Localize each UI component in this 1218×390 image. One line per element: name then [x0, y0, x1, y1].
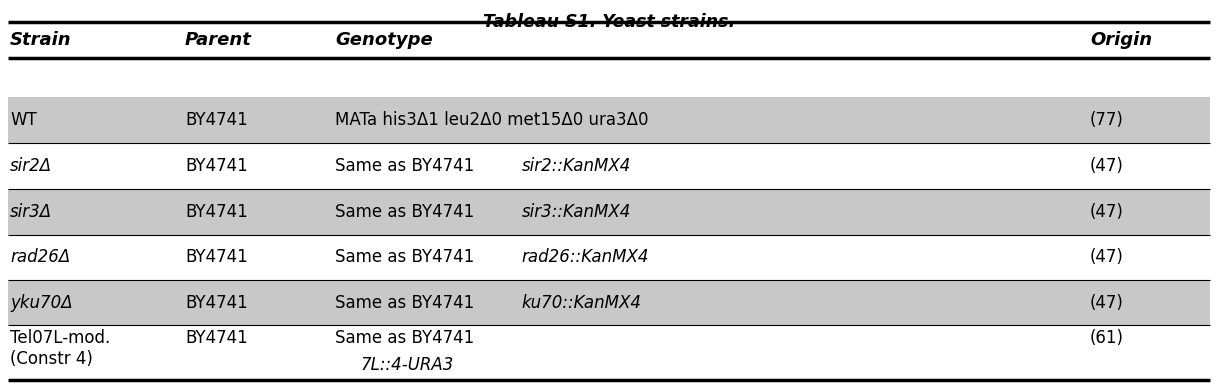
Text: rad26Δ: rad26Δ [10, 248, 71, 266]
Text: Same as BY4741: Same as BY4741 [335, 203, 480, 221]
Text: BY4741: BY4741 [185, 203, 247, 221]
Text: yku70Δ: yku70Δ [10, 294, 73, 312]
Text: (47): (47) [1090, 157, 1124, 175]
Text: BY4741: BY4741 [185, 248, 247, 266]
Text: Genotype: Genotype [335, 31, 432, 49]
Text: WT: WT [10, 111, 37, 129]
Text: ku70::KanMX4: ku70::KanMX4 [521, 294, 642, 312]
Text: Tableau S1. Yeast strains.: Tableau S1. Yeast strains. [484, 13, 734, 31]
Text: BY4741: BY4741 [185, 157, 247, 175]
Text: sir3::KanMX4: sir3::KanMX4 [521, 203, 631, 221]
Text: BY4741: BY4741 [185, 294, 247, 312]
Bar [9, 189, 1209, 235]
Text: (47): (47) [1090, 248, 1124, 266]
Text: Same as BY4741: Same as BY4741 [335, 294, 480, 312]
Text: Tel07L-mod.
(Constr 4): Tel07L-mod. (Constr 4) [10, 329, 111, 368]
Text: sir3Δ: sir3Δ [10, 203, 52, 221]
Text: Parent: Parent [185, 31, 252, 49]
Text: sir2::KanMX4: sir2::KanMX4 [521, 157, 631, 175]
Bar [9, 97, 1209, 143]
Text: Same as BY4741: Same as BY4741 [335, 157, 480, 175]
Text: 7L::4-URA3: 7L::4-URA3 [361, 356, 453, 374]
Text: (77): (77) [1090, 111, 1124, 129]
Text: rad26::KanMX4: rad26::KanMX4 [521, 248, 649, 266]
Text: BY4741: BY4741 [185, 111, 247, 129]
Text: sir2Δ: sir2Δ [10, 157, 52, 175]
Text: (47): (47) [1090, 294, 1124, 312]
Text: (61): (61) [1090, 329, 1124, 347]
Text: BY4741: BY4741 [185, 329, 247, 347]
Text: Same as BY4741: Same as BY4741 [335, 248, 480, 266]
Text: Strain: Strain [10, 31, 72, 49]
Bar [9, 280, 1209, 325]
Text: (47): (47) [1090, 203, 1124, 221]
Text: MATa his3Δ1 leu2Δ0 met15Δ0 ura3Δ0: MATa his3Δ1 leu2Δ0 met15Δ0 ura3Δ0 [335, 111, 648, 129]
Text: Origin: Origin [1090, 31, 1152, 49]
Text: Same as BY4741: Same as BY4741 [335, 329, 474, 347]
